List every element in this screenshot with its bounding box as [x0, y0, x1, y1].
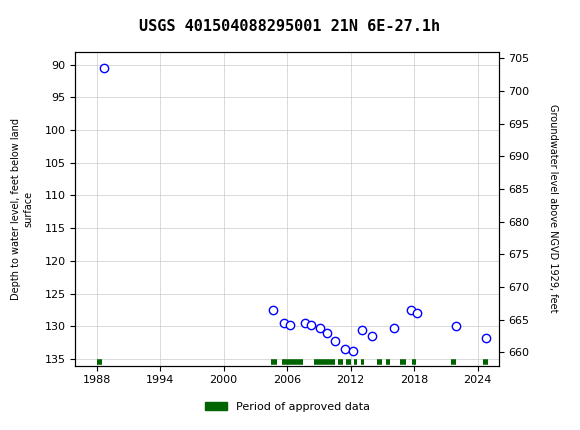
Point	[452, 323, 461, 330]
Text: USGS 401504088295001 21N 6E-27.1h: USGS 401504088295001 21N 6E-27.1h	[139, 19, 441, 34]
Point	[307, 322, 316, 329]
Y-axis label: Depth to water level, feet below land
surface: Depth to water level, feet below land su…	[12, 117, 33, 300]
Point	[358, 326, 367, 333]
Point	[348, 348, 357, 355]
Point	[481, 335, 491, 341]
Point	[322, 329, 332, 336]
Point	[269, 307, 278, 313]
Point	[316, 325, 325, 332]
Point	[340, 346, 350, 353]
Legend: Period of approved data: Period of approved data	[200, 398, 374, 416]
Point	[300, 319, 310, 326]
Point	[407, 307, 416, 313]
Point	[330, 337, 339, 344]
Point	[280, 319, 289, 326]
Point	[367, 333, 376, 340]
Point	[389, 325, 398, 332]
Point	[285, 322, 295, 329]
Text: ≡USGS: ≡USGS	[6, 6, 60, 24]
Point	[412, 310, 422, 316]
Point	[99, 64, 108, 71]
Y-axis label: Groundwater level above NGVD 1929, feet: Groundwater level above NGVD 1929, feet	[548, 104, 558, 313]
